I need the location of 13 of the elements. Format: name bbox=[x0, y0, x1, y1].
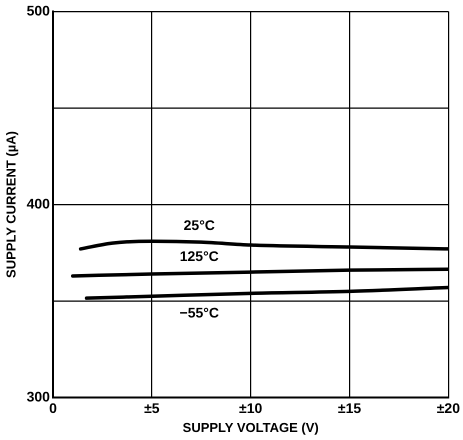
x-tick-label: ±20 bbox=[436, 400, 460, 416]
series-label: −55°C bbox=[180, 304, 219, 321]
x-tick-label: ±10 bbox=[239, 400, 262, 416]
y-tick-label: 400 bbox=[26, 195, 50, 212]
y-tick-label: 500 bbox=[26, 2, 50, 18]
series-label: 125°C bbox=[180, 248, 219, 264]
x-tick-label: 0 bbox=[49, 400, 58, 416]
x-axis-title: SUPPLY VOLTAGE (V) bbox=[182, 420, 319, 435]
series-label: 25°C bbox=[184, 216, 215, 233]
x-tick-label: ±15 bbox=[338, 400, 362, 416]
x-tick-label: ±5 bbox=[144, 400, 160, 416]
y-tick-label: 300 bbox=[26, 388, 50, 404]
y-axis-title: SUPPLY CURRENT (µA) bbox=[3, 131, 18, 278]
